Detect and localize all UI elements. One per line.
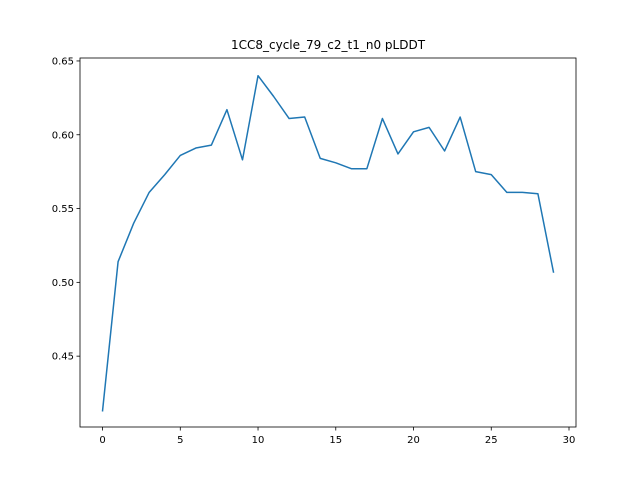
x-tick-label: 10 bbox=[252, 435, 265, 446]
x-tick-label: 0 bbox=[99, 435, 105, 446]
y-tick-label: 0.45 bbox=[52, 352, 74, 363]
x-tick-label: 20 bbox=[407, 435, 420, 446]
x-tick-label: 5 bbox=[177, 435, 183, 446]
plot-frame bbox=[79, 57, 577, 428]
y-tick-label: 0.50 bbox=[52, 278, 74, 289]
x-tick-label: 30 bbox=[563, 435, 576, 446]
x-tick-label: 15 bbox=[329, 435, 342, 446]
y-tick-label: 0.65 bbox=[52, 56, 74, 67]
x-tick-label: 25 bbox=[485, 435, 498, 446]
series-line-0 bbox=[101, 74, 555, 412]
chart-title: 1CC8_cycle_79_c2_t1_n0 pLDDT bbox=[231, 38, 426, 52]
y-tick-label: 0.55 bbox=[52, 204, 74, 215]
y-tick-label: 0.60 bbox=[52, 130, 74, 141]
plot-area bbox=[101, 74, 555, 412]
